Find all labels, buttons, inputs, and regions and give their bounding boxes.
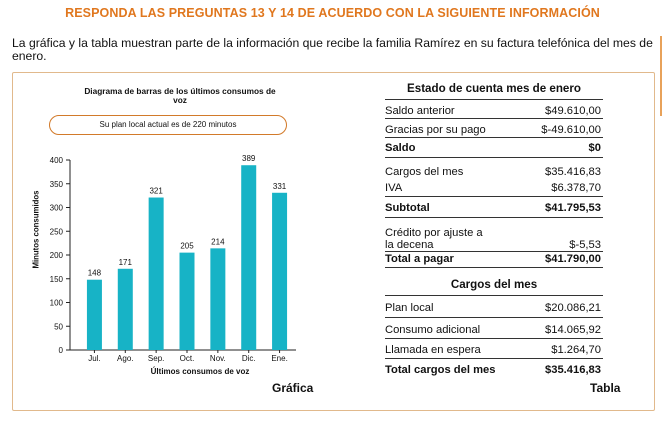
table-row: Subtotal $41.795,53 [385, 197, 603, 215]
row-label: Plan local [385, 302, 434, 314]
row-value: $35.416,83 [545, 166, 601, 178]
bar [148, 197, 164, 350]
x-tick-label: Ago. [117, 354, 133, 363]
bar [210, 248, 226, 350]
y-tick-label: 250 [50, 227, 64, 236]
row-value: $6.378,70 [551, 182, 601, 194]
table-row: Saldo anterior $49.610,00 [385, 100, 603, 118]
row-value: $41.795,53 [545, 202, 601, 214]
bar [86, 279, 102, 350]
data-label: 321 [149, 187, 163, 196]
table-row: Cargos del mes $35.416,83 [385, 161, 603, 179]
table-row: Gracias por su pago $-49.610,00 [385, 119, 603, 137]
x-tick-label: Dic. [242, 354, 256, 363]
y-tick-label: 50 [54, 322, 63, 331]
table-rule [385, 358, 603, 359]
row-label: Cargos del mes [385, 166, 464, 178]
y-tick-label: 100 [50, 299, 64, 308]
table-rule [385, 118, 603, 119]
table-rule [385, 157, 603, 158]
y-axis-label: Minutos consumidos [31, 190, 41, 269]
table-row: la decena $-5,53 [385, 234, 603, 252]
row-value: $49.610,00 [545, 105, 601, 117]
y-tick-label: 350 [50, 180, 64, 189]
page-title: RESPONDA LAS PREGUNTAS 13 Y 14 DE ACUERD… [65, 6, 600, 20]
row-value: $41.790,00 [545, 253, 601, 265]
table-row: IVA $6.378,70 [385, 177, 603, 195]
row-label: Gracias por su pago [385, 124, 486, 136]
row-value: $-5,53 [569, 239, 601, 251]
data-label: 171 [119, 258, 133, 267]
table-title: Estado de cuenta mes de enero [407, 82, 581, 95]
data-label: 148 [88, 269, 102, 278]
bar [241, 165, 257, 350]
row-label: Llamada en espera [385, 344, 481, 356]
table-row: Total a pagar $41.790,00 [385, 248, 603, 266]
table-row: Plan local $20.086,21 [385, 297, 603, 315]
table-rule [385, 99, 603, 100]
row-label: la decena [385, 239, 434, 251]
plan-note: Su plan local actual es de 220 minutos [49, 115, 287, 135]
y-tick-label: 300 [50, 204, 64, 213]
table-row: Consumo adicional $14.065,92 [385, 319, 603, 337]
table-rule [385, 196, 603, 197]
row-value: $20.086,21 [545, 302, 601, 314]
x-tick-label: Oct. [180, 354, 195, 363]
data-label: 214 [211, 237, 225, 246]
section-title: Cargos del mes [450, 278, 538, 291]
x-tick-label: Ene. [271, 354, 287, 363]
bar [272, 192, 288, 350]
row-label: Total a pagar [385, 253, 454, 265]
row-label: Subtotal [385, 202, 430, 214]
y-tick-label: 200 [50, 251, 64, 260]
table-row: Llamada en espera $1.264,70 [385, 339, 603, 357]
bar [179, 252, 195, 350]
table-rule [385, 217, 603, 218]
y-tick-label: 150 [50, 275, 64, 284]
row-label: Consumo adicional [385, 324, 481, 336]
x-tick-label: Jul. [88, 354, 100, 363]
row-value: $-49.610,00 [541, 124, 601, 136]
row-value: $14.065,92 [545, 324, 601, 336]
row-value: $0 [588, 142, 601, 154]
row-value: $35.416,83 [545, 364, 601, 376]
chart-caption: Gráfica [272, 381, 314, 395]
row-label: Crédito por ajuste a [385, 227, 483, 239]
y-tick-label: 0 [59, 346, 64, 355]
content-panel [12, 72, 655, 411]
table-rule [385, 338, 603, 339]
row-value: $1.264,70 [551, 344, 601, 356]
table-rule [385, 137, 603, 138]
data-label: 389 [242, 154, 256, 163]
table-rule [385, 251, 603, 252]
x-tick-label: Sep. [148, 354, 164, 363]
data-label: 205 [180, 242, 194, 251]
table-row: Total cargos del mes $35.416,83 [385, 359, 603, 377]
y-tick-label: 400 [50, 156, 64, 165]
table-rule [385, 317, 603, 318]
table-rule [385, 267, 603, 268]
margin-rule [660, 36, 662, 116]
data-label: 331 [273, 182, 287, 191]
row-label: Saldo [385, 142, 416, 154]
table-row: Crédito por ajuste a [385, 222, 603, 240]
row-label: Total cargos del mes [385, 364, 496, 376]
x-tick-label: Nov. [210, 354, 226, 363]
chart-title: Diagrama de barras de los últimos consum… [84, 86, 276, 105]
x-axis-label: Últimos consumos de voz [150, 367, 250, 376]
row-label: Saldo anterior [385, 105, 455, 117]
table-rule [385, 295, 603, 296]
bar [117, 268, 133, 350]
table-row: Saldo $0 [385, 137, 603, 155]
row-label: IVA [385, 182, 403, 194]
intro-text: La gráfica y la tabla muestran parte de … [12, 36, 653, 63]
table-caption: Tabla [590, 381, 621, 395]
